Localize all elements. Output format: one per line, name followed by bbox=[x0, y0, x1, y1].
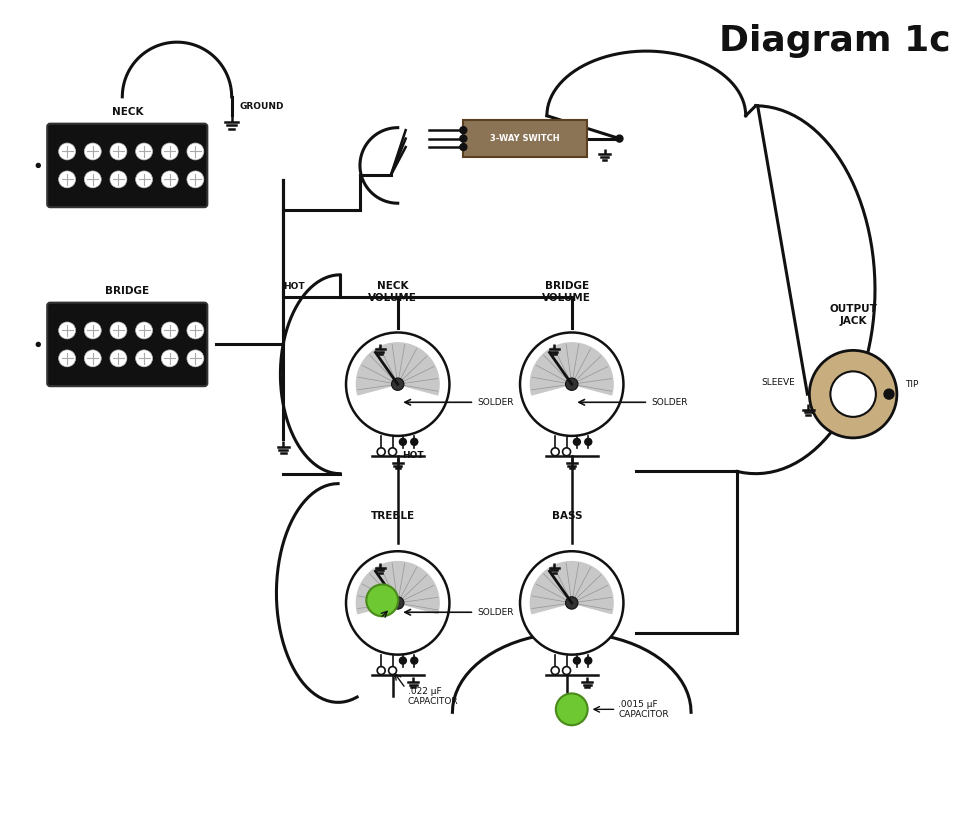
Circle shape bbox=[551, 666, 560, 675]
Circle shape bbox=[187, 322, 204, 339]
Circle shape bbox=[616, 135, 623, 142]
Circle shape bbox=[59, 143, 75, 160]
Circle shape bbox=[135, 143, 153, 160]
Circle shape bbox=[400, 439, 407, 445]
Circle shape bbox=[84, 322, 101, 339]
Circle shape bbox=[162, 350, 178, 367]
Circle shape bbox=[84, 171, 101, 188]
Text: SLEEVE: SLEEVE bbox=[761, 378, 796, 387]
Circle shape bbox=[84, 143, 101, 160]
Circle shape bbox=[377, 666, 385, 675]
Text: BASS: BASS bbox=[552, 511, 582, 521]
Text: SOLDER: SOLDER bbox=[652, 398, 688, 407]
Circle shape bbox=[551, 448, 560, 455]
Circle shape bbox=[585, 657, 592, 664]
Circle shape bbox=[36, 343, 40, 346]
Circle shape bbox=[59, 322, 75, 339]
Circle shape bbox=[196, 343, 200, 346]
Text: BRIDGE
VOLUME: BRIDGE VOLUME bbox=[542, 281, 591, 303]
Text: BRIDGE: BRIDGE bbox=[105, 286, 149, 296]
Text: .0015 μF
CAPACITOR: .0015 μF CAPACITOR bbox=[618, 700, 669, 719]
Circle shape bbox=[520, 551, 623, 655]
Polygon shape bbox=[530, 343, 613, 394]
Circle shape bbox=[392, 378, 404, 390]
Circle shape bbox=[556, 693, 588, 726]
FancyBboxPatch shape bbox=[50, 325, 62, 364]
Circle shape bbox=[563, 666, 570, 675]
Circle shape bbox=[36, 163, 40, 168]
Circle shape bbox=[162, 171, 178, 188]
Circle shape bbox=[162, 322, 178, 339]
Text: .022 μF
CAPACITOR: .022 μF CAPACITOR bbox=[408, 686, 459, 706]
Text: NECK: NECK bbox=[112, 107, 143, 117]
Circle shape bbox=[110, 143, 126, 160]
Circle shape bbox=[59, 350, 75, 367]
Text: OUTPUT
JACK: OUTPUT JACK bbox=[829, 304, 877, 325]
FancyBboxPatch shape bbox=[192, 146, 205, 185]
Circle shape bbox=[400, 657, 407, 664]
Circle shape bbox=[565, 378, 578, 390]
Circle shape bbox=[460, 127, 466, 133]
Circle shape bbox=[573, 657, 580, 664]
Circle shape bbox=[460, 143, 466, 150]
Text: SOLDER: SOLDER bbox=[477, 608, 514, 617]
Circle shape bbox=[110, 171, 126, 188]
Text: TREBLE: TREBLE bbox=[370, 511, 415, 521]
Text: NECK
VOLUME: NECK VOLUME bbox=[368, 281, 417, 303]
Circle shape bbox=[460, 135, 466, 142]
Circle shape bbox=[520, 333, 623, 436]
Polygon shape bbox=[357, 343, 439, 394]
FancyBboxPatch shape bbox=[192, 325, 205, 364]
Circle shape bbox=[110, 322, 126, 339]
Text: GROUND: GROUND bbox=[240, 103, 284, 111]
Circle shape bbox=[135, 171, 153, 188]
Circle shape bbox=[367, 585, 398, 616]
FancyBboxPatch shape bbox=[47, 123, 208, 207]
Text: HOT: HOT bbox=[283, 282, 305, 291]
Circle shape bbox=[187, 350, 204, 367]
Circle shape bbox=[809, 350, 897, 438]
Circle shape bbox=[346, 333, 450, 436]
Text: TIP: TIP bbox=[905, 379, 918, 389]
Circle shape bbox=[389, 666, 397, 675]
Text: 3-WAY SWITCH: 3-WAY SWITCH bbox=[490, 134, 560, 143]
FancyBboxPatch shape bbox=[47, 303, 208, 386]
Circle shape bbox=[196, 163, 200, 168]
Circle shape bbox=[162, 143, 178, 160]
Text: Diagram 1c: Diagram 1c bbox=[719, 24, 951, 58]
Text: HOT: HOT bbox=[402, 451, 423, 460]
Circle shape bbox=[135, 350, 153, 367]
Circle shape bbox=[389, 448, 397, 455]
Polygon shape bbox=[357, 561, 439, 614]
Circle shape bbox=[59, 171, 75, 188]
Circle shape bbox=[585, 439, 592, 445]
Circle shape bbox=[563, 448, 570, 455]
Circle shape bbox=[830, 371, 876, 417]
Circle shape bbox=[135, 322, 153, 339]
Circle shape bbox=[110, 350, 126, 367]
FancyBboxPatch shape bbox=[50, 146, 62, 185]
Circle shape bbox=[392, 597, 404, 609]
Circle shape bbox=[565, 597, 578, 609]
Circle shape bbox=[884, 389, 894, 399]
Circle shape bbox=[411, 439, 417, 445]
Circle shape bbox=[187, 143, 204, 160]
Circle shape bbox=[187, 171, 204, 188]
Circle shape bbox=[84, 350, 101, 367]
Circle shape bbox=[411, 657, 417, 664]
Text: SOLDER: SOLDER bbox=[477, 398, 514, 407]
Polygon shape bbox=[530, 561, 613, 614]
Circle shape bbox=[346, 551, 450, 655]
Circle shape bbox=[573, 439, 580, 445]
FancyBboxPatch shape bbox=[464, 120, 587, 158]
Circle shape bbox=[377, 448, 385, 455]
